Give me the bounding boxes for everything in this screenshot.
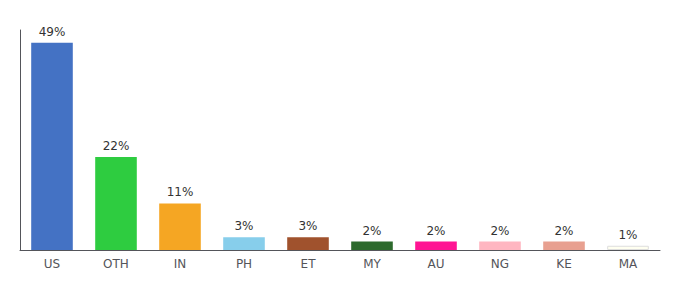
svg-text:2%: 2% (426, 224, 445, 238)
svg-text:MA: MA (619, 257, 638, 271)
svg-text:22%: 22% (103, 139, 130, 153)
svg-text:2%: 2% (362, 224, 381, 238)
svg-text:IN: IN (174, 257, 187, 271)
svg-text:49%: 49% (39, 25, 66, 39)
svg-text:PH: PH (236, 257, 252, 271)
svg-text:US: US (44, 257, 60, 271)
svg-text:3%: 3% (298, 219, 317, 233)
svg-text:2%: 2% (554, 224, 573, 238)
svg-text:NG: NG (491, 257, 509, 271)
svg-text:3%: 3% (234, 219, 253, 233)
svg-text:MY: MY (363, 257, 381, 271)
svg-text:11%: 11% (167, 185, 194, 199)
svg-text:KE: KE (556, 257, 571, 271)
svg-text:1%: 1% (618, 228, 637, 242)
svg-text:OTH: OTH (103, 257, 129, 271)
svg-text:AU: AU (428, 257, 445, 271)
svg-text:2%: 2% (490, 224, 509, 238)
svg-text:ET: ET (301, 257, 317, 271)
